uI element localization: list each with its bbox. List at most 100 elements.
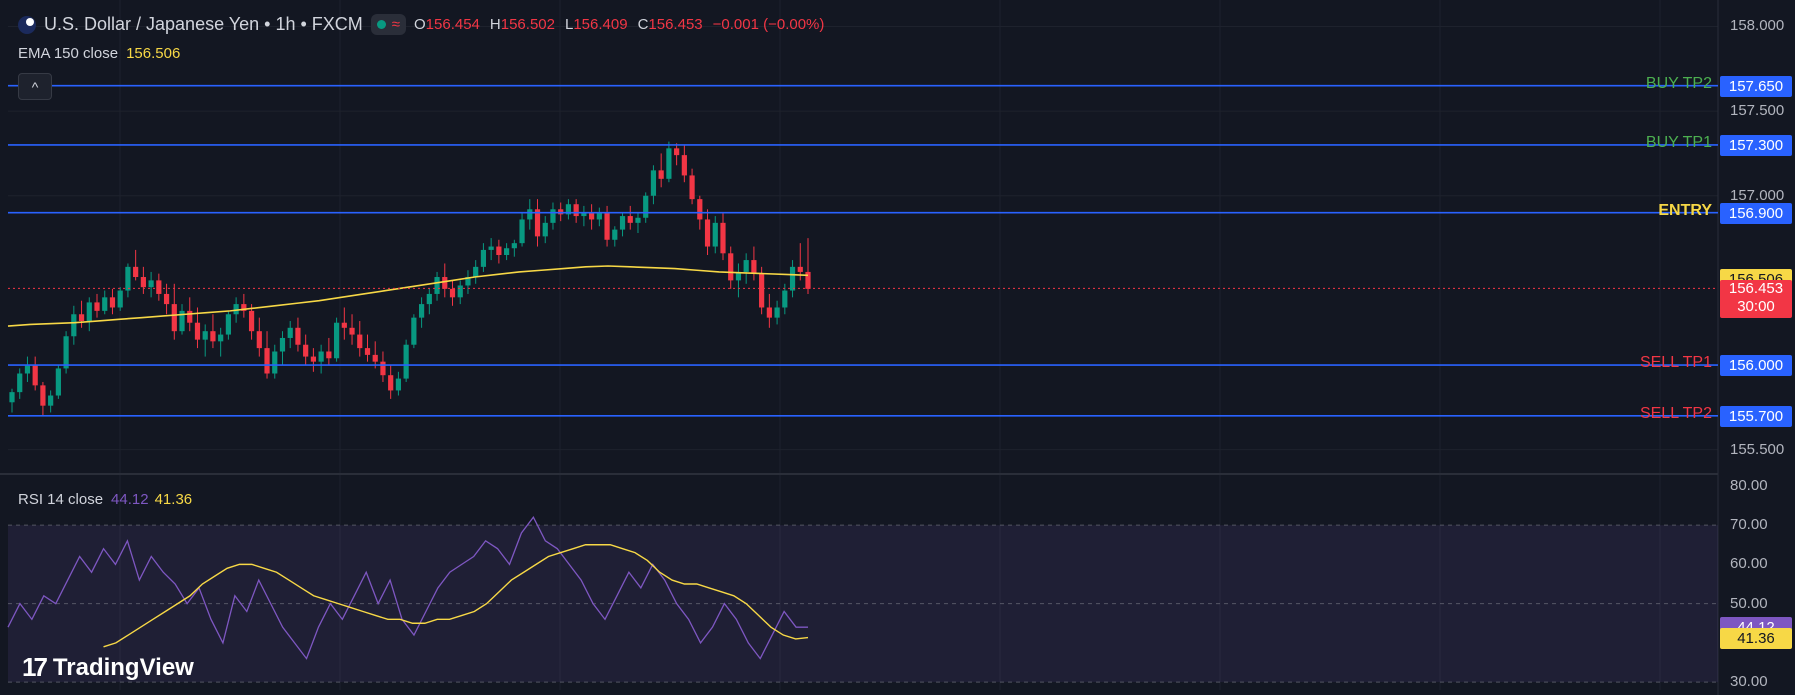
rsi-legend[interactable]: RSI 14 close 44.12 41.36 (18, 491, 192, 508)
us-flag-icon (18, 15, 36, 34)
candle-body (102, 297, 108, 311)
candle-body (341, 322, 347, 328)
tradingview-logo[interactable]: 17 TradingView (22, 652, 194, 683)
level-price-tag: 156.900 (1720, 202, 1792, 224)
candle-body (697, 199, 703, 220)
candle-body (689, 175, 695, 200)
high-value: 156.502 (500, 16, 555, 33)
candle-body (156, 280, 162, 294)
candle-body (596, 212, 602, 220)
low-value: 156.409 (573, 16, 628, 33)
rsi-ma-tag: 41.36 (1720, 627, 1792, 649)
candle-body (171, 304, 177, 332)
candle-body (635, 217, 641, 223)
rsi-label: RSI 14 close (18, 491, 104, 508)
level-price-tag: 155.700 (1720, 405, 1792, 427)
candle-body (380, 361, 386, 376)
candle-body (797, 266, 803, 272)
candle-body (78, 314, 85, 322)
candle-body (774, 307, 780, 318)
candle-body (241, 304, 247, 311)
price-axis-label: 157.000 (1730, 186, 1785, 204)
candle-body (71, 314, 77, 337)
close-label: C (637, 16, 649, 33)
last-price-tag: 156.453 30:00 (1720, 280, 1792, 319)
rsi-axis-label: 70.00 (1730, 516, 1768, 534)
candle-body (627, 216, 633, 223)
candle-body (650, 170, 657, 196)
candle-body (704, 219, 711, 247)
rsi-value: 44.12 (111, 491, 149, 508)
price-axis-label: 158.000 (1730, 17, 1785, 35)
candle-body (488, 246, 494, 250)
candle-body (55, 368, 61, 396)
tradingview-logo-text: TradingView (52, 653, 194, 681)
candle-body (789, 266, 796, 291)
ema-line (7, 265, 809, 327)
candle-body (310, 356, 316, 362)
close-value: 156.453 (648, 16, 703, 33)
candle-body (565, 204, 572, 215)
candle-body (395, 378, 402, 391)
candle-body (48, 395, 54, 406)
candle-body (712, 222, 718, 247)
level-label: SELL TP2 (1639, 404, 1712, 422)
candle-body (681, 155, 687, 176)
ema-label: EMA 150 close (18, 45, 119, 62)
candle-body (63, 336, 69, 369)
candle-body (496, 246, 502, 256)
collapse-legend-button[interactable]: ^ (18, 73, 52, 100)
candle-body (805, 271, 811, 289)
candle-body (187, 310, 193, 323)
candle-body (148, 280, 154, 288)
level-label: BUY TP2 (1645, 74, 1712, 92)
open-label: O (414, 16, 426, 33)
candle-body (480, 249, 487, 267)
candle-body (248, 310, 255, 332)
candle-body (125, 266, 131, 291)
market-status-pill[interactable]: ≈ (370, 14, 406, 35)
candle-body (426, 293, 432, 305)
candle-body (9, 392, 15, 403)
candle-body (457, 285, 463, 298)
candle-body (751, 260, 757, 274)
candle-body (233, 304, 239, 315)
candle-body (550, 209, 556, 223)
level-label: SELL TP1 (1639, 354, 1712, 372)
candle-body (295, 327, 301, 345)
candle-body (581, 212, 587, 217)
candle-body (388, 375, 394, 391)
rsi-axis-label: 60.00 (1730, 555, 1768, 573)
candle-body (612, 229, 618, 240)
candle-body (17, 373, 23, 393)
candle-body (666, 148, 672, 179)
candle-body (140, 277, 146, 288)
candle-body (403, 344, 409, 379)
candle-body (364, 348, 371, 355)
candle-body (333, 322, 340, 359)
candle-body (782, 290, 788, 308)
ema-legend[interactable]: EMA 150 close 156.506 (18, 45, 180, 62)
level-price-tag: 156.000 (1720, 355, 1792, 377)
candle-body (735, 271, 742, 281)
candle-body (519, 219, 525, 244)
candle-body (218, 334, 224, 342)
high-label: H (489, 16, 501, 33)
level-label: BUY TP1 (1645, 133, 1712, 151)
candle-body (527, 209, 533, 220)
candle-body (619, 216, 626, 230)
candle-body (442, 277, 448, 289)
symbol-title[interactable]: U.S. Dollar / Japanese Yen • 1h • FXCM (44, 14, 363, 34)
rsi-axis-label: 80.00 (1730, 476, 1768, 494)
candle-body (473, 266, 479, 278)
candle-body (558, 209, 564, 215)
candle-body (573, 204, 579, 217)
ema-value: 156.506 (126, 45, 181, 62)
candle-body (94, 302, 100, 311)
low-label: L (564, 16, 574, 33)
candle-body (194, 322, 201, 340)
candle-body (674, 148, 680, 156)
candle-body (743, 260, 749, 272)
candle-body (109, 297, 116, 308)
